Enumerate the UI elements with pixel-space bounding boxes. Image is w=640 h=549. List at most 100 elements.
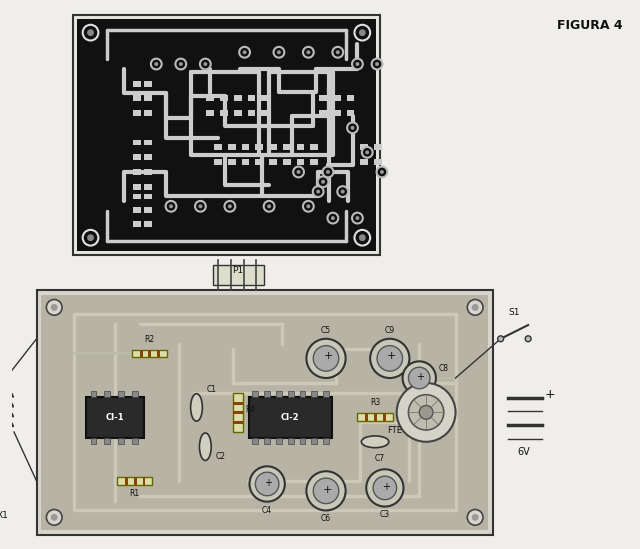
Circle shape [264, 201, 275, 212]
Bar [357, 413, 393, 421]
Bar [261, 110, 269, 116]
Bar [143, 477, 145, 485]
Circle shape [355, 25, 370, 41]
Bar [374, 159, 382, 165]
Circle shape [362, 147, 372, 158]
Text: +: + [387, 351, 396, 361]
Circle shape [336, 51, 340, 54]
Bar [118, 438, 124, 444]
Bar [248, 96, 255, 102]
Bar [214, 159, 222, 165]
Bar [228, 159, 236, 165]
Bar [252, 438, 259, 444]
Circle shape [373, 476, 397, 500]
Bar [132, 110, 141, 116]
Circle shape [525, 336, 531, 341]
Circle shape [313, 478, 339, 503]
Circle shape [154, 62, 158, 66]
Circle shape [347, 122, 358, 133]
Bar [323, 438, 329, 444]
Bar [228, 144, 236, 150]
Bar [118, 391, 124, 397]
Circle shape [313, 346, 339, 371]
Circle shape [403, 361, 436, 395]
Bar [132, 221, 141, 227]
Bar [319, 110, 327, 116]
Bar [125, 477, 128, 485]
Circle shape [359, 234, 365, 241]
Circle shape [83, 25, 99, 41]
Circle shape [303, 47, 314, 58]
Circle shape [337, 186, 348, 197]
Ellipse shape [191, 394, 202, 421]
Circle shape [380, 170, 384, 174]
Circle shape [355, 216, 360, 220]
Circle shape [307, 51, 310, 54]
Bar [296, 144, 305, 150]
Bar [255, 144, 263, 150]
Bar [233, 421, 243, 424]
Bar [132, 169, 141, 175]
Bar [132, 194, 141, 199]
Bar [283, 159, 291, 165]
Circle shape [351, 126, 355, 130]
Circle shape [332, 47, 343, 58]
Circle shape [296, 170, 301, 174]
Circle shape [200, 59, 211, 69]
Circle shape [321, 180, 325, 184]
Circle shape [179, 62, 183, 66]
Bar [220, 96, 228, 102]
Text: C5: C5 [321, 326, 331, 335]
Polygon shape [282, 19, 376, 251]
Text: +: + [545, 388, 556, 401]
Circle shape [243, 51, 246, 54]
Circle shape [277, 51, 281, 54]
Text: +: + [416, 372, 424, 382]
Text: FIGURA 4: FIGURA 4 [557, 19, 622, 32]
Bar [347, 96, 355, 102]
Circle shape [250, 466, 285, 502]
Circle shape [352, 212, 363, 223]
Bar [36, 290, 493, 535]
Bar [132, 184, 141, 189]
Bar [288, 438, 294, 444]
Circle shape [239, 47, 250, 58]
Circle shape [408, 367, 430, 389]
Text: FTE: FTE [387, 425, 402, 434]
Circle shape [255, 472, 279, 496]
Bar [233, 411, 243, 414]
Circle shape [340, 189, 345, 194]
Bar [73, 15, 380, 255]
Bar [148, 350, 152, 357]
Circle shape [498, 336, 504, 341]
Bar [132, 438, 138, 444]
Bar [220, 110, 228, 116]
Bar [264, 438, 270, 444]
Bar [104, 391, 110, 397]
Ellipse shape [362, 436, 389, 447]
Bar [145, 81, 152, 87]
Text: C3: C3 [380, 511, 390, 519]
Bar [132, 350, 167, 357]
Circle shape [419, 406, 433, 419]
Text: R2: R2 [145, 335, 154, 344]
Bar [242, 144, 250, 150]
Circle shape [87, 29, 94, 36]
Circle shape [316, 189, 320, 194]
Bar [333, 110, 340, 116]
Circle shape [307, 204, 310, 208]
Bar [374, 413, 377, 421]
Circle shape [273, 47, 284, 58]
Bar [319, 96, 327, 102]
Circle shape [372, 59, 383, 69]
Circle shape [46, 509, 62, 525]
Text: C6: C6 [321, 514, 331, 523]
Circle shape [376, 166, 387, 177]
Bar [132, 208, 141, 213]
Bar [145, 208, 152, 213]
Circle shape [87, 234, 94, 241]
Bar [242, 159, 250, 165]
Bar [300, 438, 305, 444]
Circle shape [204, 62, 207, 66]
Ellipse shape [200, 433, 211, 461]
